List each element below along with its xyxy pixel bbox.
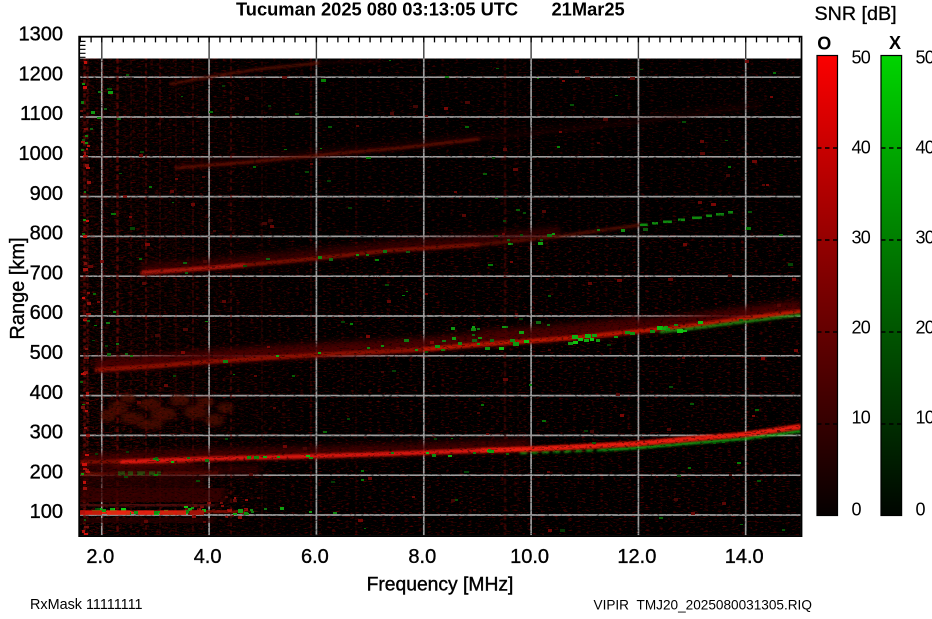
svg-text:50: 50: [916, 48, 932, 68]
svg-text:100: 100: [30, 501, 63, 523]
svg-text:Tucuman 2025 080 03:13:05 UTC: Tucuman 2025 080 03:13:05 UTC: [236, 0, 518, 19]
svg-text:500: 500: [30, 342, 63, 364]
svg-text:30: 30: [852, 228, 871, 248]
svg-text:14.0: 14.0: [725, 546, 764, 568]
svg-text:20: 20: [916, 318, 932, 338]
svg-text:VIPIR TMJ20_2025080031305.RIQ: VIPIR TMJ20_2025080031305.RIQ: [594, 598, 812, 613]
svg-text:10: 10: [852, 408, 871, 428]
svg-text:SNR [dB]: SNR [dB]: [815, 3, 897, 25]
svg-text:40: 40: [916, 138, 932, 158]
svg-text:40: 40: [852, 138, 871, 158]
svg-text:4.0: 4.0: [194, 546, 222, 568]
svg-text:8.0: 8.0: [408, 546, 436, 568]
svg-text:O: O: [817, 34, 831, 54]
svg-text:700: 700: [30, 262, 63, 284]
svg-text:1200: 1200: [19, 63, 64, 85]
svg-text:X: X: [889, 33, 901, 53]
svg-text:21Mar25: 21Mar25: [552, 0, 625, 19]
svg-text:200: 200: [30, 461, 63, 483]
svg-text:400: 400: [30, 382, 63, 404]
svg-text:10: 10: [916, 408, 932, 428]
svg-text:50: 50: [852, 48, 871, 68]
svg-text:RxMask 11111111: RxMask 11111111: [30, 597, 143, 613]
svg-text:2.0: 2.0: [86, 546, 114, 568]
svg-text:800: 800: [30, 223, 63, 245]
svg-text:900: 900: [30, 183, 63, 205]
svg-text:1000: 1000: [19, 143, 64, 165]
svg-text:Range [km]: Range [km]: [7, 237, 29, 339]
svg-text:30: 30: [916, 228, 932, 248]
svg-text:0: 0: [916, 500, 926, 520]
svg-text:Frequency [MHz]: Frequency [MHz]: [367, 575, 514, 596]
svg-text:1300: 1300: [19, 24, 64, 46]
svg-text:1100: 1100: [20, 103, 63, 125]
svg-text:0: 0: [852, 500, 862, 520]
svg-text:20: 20: [852, 318, 871, 338]
svg-text:600: 600: [30, 302, 63, 324]
svg-text:12.0: 12.0: [617, 546, 656, 568]
svg-text:6.0: 6.0: [301, 546, 329, 568]
svg-text:300: 300: [30, 422, 63, 444]
svg-text:10.0: 10.0: [510, 546, 549, 568]
